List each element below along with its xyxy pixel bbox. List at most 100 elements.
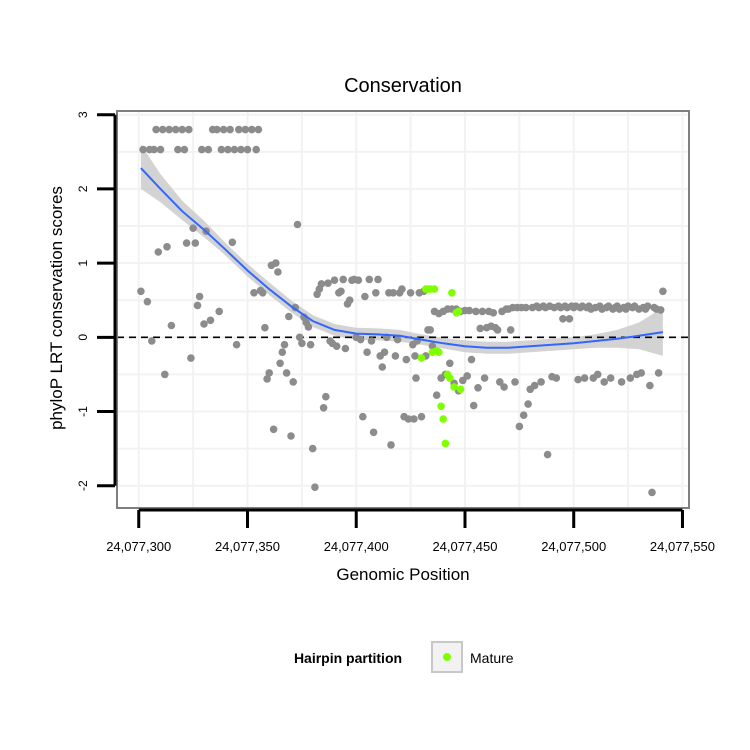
point-other [341,344,350,353]
point-other [230,145,239,154]
point-other [158,125,167,134]
point-other [424,326,432,334]
x-axis-title: Genomic Position [336,565,469,584]
point-other [254,125,263,134]
x-tick-label: 24,077,450 [432,539,497,554]
legend-label-mature: Mature [470,650,514,666]
point-other [659,287,667,296]
point-other [391,352,400,360]
point-other [272,259,280,267]
point-other [643,302,652,311]
smooth-line [140,167,664,349]
point-other [276,359,284,368]
point-other [361,292,369,301]
point-other [198,145,206,154]
point-other [182,239,191,247]
point-other [206,316,215,325]
point-other [150,145,158,154]
point-other [515,422,524,431]
point-other [476,324,485,333]
point-other [500,383,508,391]
point-other [224,145,232,154]
point-other [261,323,269,332]
legend-key-box [431,641,463,673]
point-other [374,275,382,284]
point-other [174,145,182,154]
point-other [204,145,213,154]
point-other [432,391,441,400]
point-other [389,289,398,297]
point-other [304,323,313,331]
point-other [180,145,189,154]
point-other [232,340,241,349]
point-other [359,412,367,421]
point-mature [435,348,443,357]
x-tick-label: 24,077,300 [106,539,171,554]
legend-title: Hairpin partition [294,650,402,666]
point-other [372,289,380,297]
chart-title: Conservation [344,75,462,97]
point-other [446,359,454,368]
point-other [380,348,389,357]
point-other [412,374,420,382]
x-tick-label: 24,077,500 [541,539,606,554]
point-mature [437,402,445,411]
point-other [363,348,371,357]
point-other [228,238,237,247]
point-other [241,125,250,134]
point-other [215,307,223,316]
point-other [480,374,489,382]
point-other [506,326,515,334]
point-mature [430,285,439,293]
point-mature [428,348,437,357]
point-other [522,303,530,312]
x-tick-label: 24,077,400 [324,539,389,554]
point-other [354,276,363,285]
point-other [219,125,228,134]
points-other-series [137,125,667,497]
point-other [319,404,328,412]
y-axis-title: phyloP LRT conservation scores [47,186,66,430]
point-other [469,401,478,410]
y-tick-label: 1 [76,259,90,266]
point-other [345,296,354,305]
point-other [226,125,234,134]
point-other [463,372,472,380]
point-other [317,280,326,288]
point-other [269,425,278,434]
point-other [311,483,319,492]
point-other [637,369,645,377]
point-other [530,381,539,390]
loess-line [140,167,664,349]
point-mature [448,289,456,297]
y-tick-label: 2 [76,185,90,192]
point-other [465,306,474,315]
point-other [280,340,289,349]
point-other [165,125,173,134]
point-other [519,411,528,420]
point-other [324,279,332,288]
point-other [580,374,589,382]
point-other [511,378,519,386]
y-tick-label: 3 [76,111,90,118]
point-other [161,370,169,379]
point-other [398,285,406,293]
point-other [574,375,582,384]
point-other [200,320,208,328]
point-mature [450,383,458,391]
point-other [263,375,271,383]
point-other [137,287,145,296]
point-other [330,276,339,285]
point-other [367,337,376,345]
point-other [152,125,160,134]
point-other [543,450,552,459]
point-other [410,415,418,423]
point-other [298,339,306,348]
point-mature [446,374,454,382]
point-mature [441,439,450,448]
point-other [258,289,267,297]
point-other [306,340,315,349]
point-other [387,441,395,449]
point-other [646,381,654,390]
y-tick-label: -2 [76,480,90,491]
